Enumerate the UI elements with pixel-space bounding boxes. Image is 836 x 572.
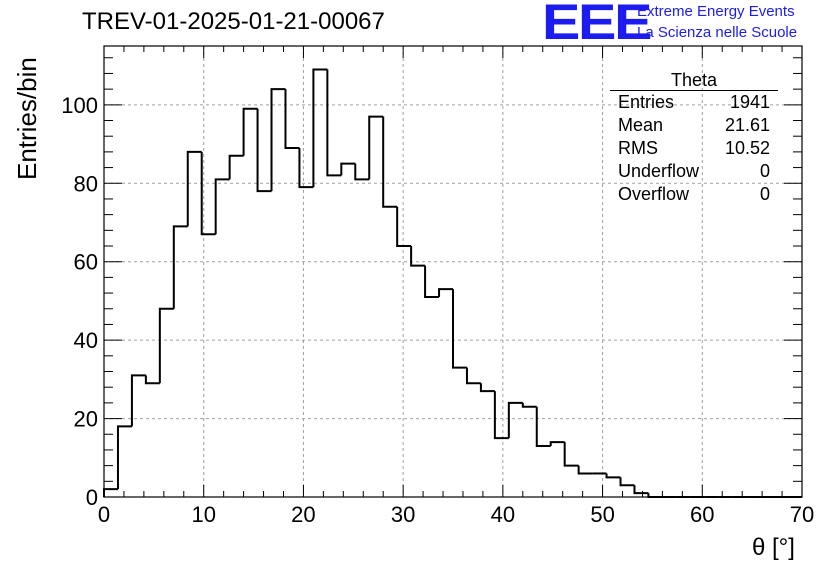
histogram-bin xyxy=(465,367,481,385)
histogram-bin xyxy=(158,307,174,384)
stats-value: 10.52 xyxy=(724,138,770,158)
stats-label: Mean xyxy=(618,115,664,135)
histogram-bin xyxy=(563,442,579,467)
y-tick-label: 80 xyxy=(74,171,98,196)
histogram-bin xyxy=(452,289,467,369)
histogram-bin xyxy=(340,162,356,176)
y-tick-label: 100 xyxy=(61,93,98,118)
histogram-bin xyxy=(493,391,509,440)
histogram-bin xyxy=(535,406,551,448)
logo-caption-line2: La Scienza nelle Scuole xyxy=(637,24,798,41)
x-axis-label: θ [°] xyxy=(752,534,795,561)
histogram-bin xyxy=(396,206,412,248)
histogram-bin xyxy=(284,89,300,149)
chart-title: TREV-01-2025-01-21-00067 xyxy=(82,8,385,35)
histogram-bin xyxy=(382,116,398,208)
eee-logo: EEE xyxy=(542,0,652,50)
stats-value: 0 xyxy=(759,161,770,181)
x-tick-label: 10 xyxy=(191,502,215,527)
histogram-bin xyxy=(298,147,314,189)
histogram-bin xyxy=(256,108,272,193)
axes xyxy=(103,45,803,498)
x-tick-label: 40 xyxy=(491,502,515,527)
stats-title: Theta xyxy=(610,70,778,91)
y-tick-label: 20 xyxy=(74,407,98,432)
x-tick-label: 50 xyxy=(590,502,614,527)
histogram-bin xyxy=(577,465,593,475)
histogram-bin xyxy=(521,402,537,408)
stats-label: Entries xyxy=(618,92,675,112)
stats-row-rms: RMS 10.52 xyxy=(610,137,778,160)
histogram-bin xyxy=(619,477,635,487)
stats-row-underflow: Underflow 0 xyxy=(610,160,778,183)
histogram-bin xyxy=(103,488,118,497)
histogram-bin xyxy=(549,441,565,447)
stats-box: Theta Entries 1941 Mean 21.61 RMS 10.52 … xyxy=(610,70,778,206)
histogram-bin xyxy=(479,383,495,393)
histogram-bin xyxy=(633,485,649,495)
histogram-bin xyxy=(312,68,328,188)
histogram-series xyxy=(103,68,802,498)
tick-labels: 0 10 20 30 40 50 60 70 0 20 40 60 80 100 xyxy=(61,93,814,527)
histogram-bin xyxy=(326,69,342,177)
histogram-bin xyxy=(214,178,230,235)
plot-frame xyxy=(103,45,803,498)
y-tick-label: 60 xyxy=(74,250,98,275)
histogram-bin xyxy=(172,225,188,309)
y-axis-label-wrapper: Entries/bin xyxy=(6,57,42,192)
x-tick-label: 20 xyxy=(291,502,315,527)
x-tick-label: 0 xyxy=(98,502,110,527)
histogram-bin xyxy=(228,154,244,180)
histogram-bin xyxy=(116,425,132,490)
histogram-bin xyxy=(410,246,426,267)
histogram-bin xyxy=(186,150,202,227)
histogram-bin xyxy=(424,265,440,298)
stats-row-entries: Entries 1941 xyxy=(610,91,778,114)
logo-caption-line1: Extreme Energy Events xyxy=(637,3,795,20)
histogram-bin xyxy=(438,288,453,297)
y-tick-label: 0 xyxy=(86,485,98,510)
stats-label: Underflow xyxy=(618,161,700,181)
histogram-bin xyxy=(368,115,384,180)
histogram-bin xyxy=(354,163,370,181)
x-tick-label: 60 xyxy=(690,502,714,527)
histogram-bin xyxy=(270,88,286,192)
histogram-bin xyxy=(130,374,146,427)
stats-row-overflow: Overflow 0 xyxy=(610,183,778,206)
stats-value: 0 xyxy=(759,184,770,204)
stats-label: RMS xyxy=(618,138,658,158)
histogram-bin xyxy=(507,401,523,439)
stats-row-mean: Mean 21.61 xyxy=(610,114,778,137)
stats-value: 1941 xyxy=(729,92,770,112)
histogram-bin xyxy=(605,473,621,479)
x-tick-label: 30 xyxy=(391,502,415,527)
histogram-bin xyxy=(144,375,160,385)
y-axis-label: Entries/bin xyxy=(12,57,42,180)
stats-label: Overflow xyxy=(618,184,690,204)
x-tick-label: 70 xyxy=(790,502,814,527)
histogram-bin xyxy=(242,107,258,156)
y-tick-label: 40 xyxy=(74,328,98,353)
stats-value: 21.61 xyxy=(724,115,770,135)
histogram-bin xyxy=(200,151,216,236)
